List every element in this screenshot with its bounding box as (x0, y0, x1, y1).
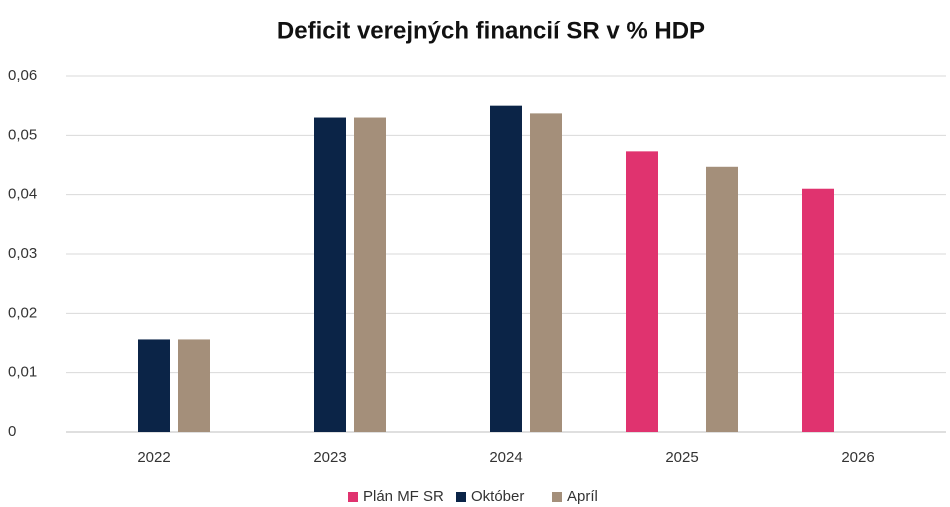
bar (354, 117, 386, 433)
legend-label: Apríl (567, 488, 598, 505)
x-tick-label: 2026 (841, 449, 874, 466)
bar (314, 117, 346, 433)
y-tick-label: 0,06 (8, 67, 37, 84)
legend-label: Plán MF SR (363, 488, 444, 505)
y-tick-label: 0,02 (8, 304, 37, 321)
x-tick-label: 2024 (489, 449, 522, 466)
x-tick-label: 2023 (313, 449, 346, 466)
legend-label: Október (471, 488, 524, 505)
bar (490, 105, 522, 433)
bar (626, 151, 658, 432)
y-tick-label: 0,04 (8, 186, 37, 203)
bar (802, 188, 834, 432)
chart-title: Deficit verejných financií SR v % HDP (277, 17, 705, 44)
legend-swatch (552, 492, 562, 502)
legend-swatch (348, 492, 358, 502)
x-tick-label: 2022 (137, 449, 170, 466)
x-tick-label: 2025 (665, 449, 698, 466)
y-tick-label: 0 (8, 423, 16, 440)
y-tick-label: 0,05 (8, 126, 37, 143)
y-tick-label: 0,03 (8, 245, 37, 262)
legend-swatch (456, 492, 466, 502)
bar (138, 339, 170, 432)
bar (178, 339, 210, 432)
bar (530, 113, 562, 432)
y-tick-label: 0,01 (8, 364, 37, 381)
bar (706, 166, 738, 432)
